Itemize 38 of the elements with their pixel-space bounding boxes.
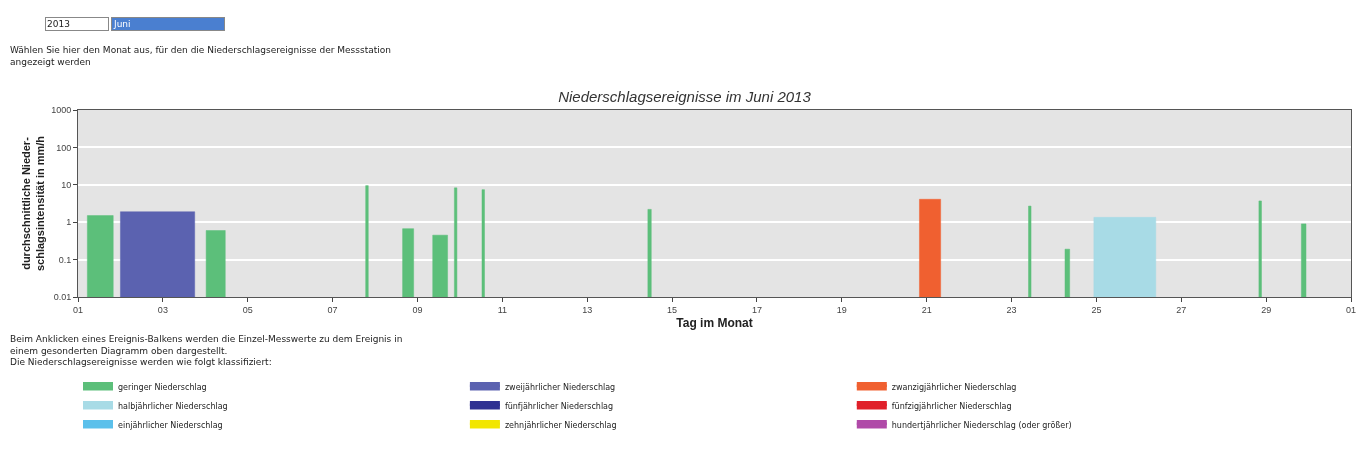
x-tick-label: 03	[157, 304, 168, 315]
x-tick-label: 19	[836, 304, 847, 315]
text: Beim Anklicken eines Ereignis-Balkens werden die Einzel-Messwerte zu dem Ereignis in einem gesonderten Diagramm oben dargestellt. Die Niederschlagsereignisse werden wie folgt klassifiziert:	[10, 334, 403, 368]
x-tick-label: 15	[667, 304, 678, 315]
x-tick-label: 17	[751, 304, 762, 315]
y-tick-label: 10	[61, 179, 72, 190]
legend-label: einjährlicher Niederschlag	[118, 420, 223, 430]
x-tick-label: 29	[1261, 304, 1272, 315]
text: 2013	[47, 19, 70, 29]
y-tick-label: 0.1	[58, 254, 72, 265]
legend-label: zwanzigjährlicher Niederschlag	[891, 382, 1017, 392]
text: Juni	[113, 19, 131, 29]
x-tick-label: 01	[1345, 304, 1357, 315]
legend-label: hundertjährlicher Niederschlag (oder größer)	[891, 420, 1072, 430]
y-tick-label: 1000	[51, 105, 72, 116]
x-tick-label: 05	[242, 304, 253, 315]
x-tick-label: 21	[921, 304, 932, 315]
x-tick-label: 23	[1006, 304, 1017, 315]
y-tick-label: 100	[56, 142, 72, 153]
legend-label: zehnjährlicher Niederschlag	[504, 420, 617, 430]
x-tick-label: 11	[497, 304, 507, 315]
legend-label: halbjährlicher Niederschlag	[118, 401, 228, 411]
legend-label: geringer Niederschlag	[118, 382, 207, 392]
y-tick-label: 0.01	[53, 292, 72, 303]
x-tick-label: 13	[582, 304, 593, 315]
chart-title: Niederschlagsereignisse im Juni 2013	[558, 88, 812, 106]
text: Wählen Sie hier den Monat aus, für den die Niederschlagsereignisse der Messstation angezeigt werden	[10, 45, 391, 67]
x-tick-label: 25	[1091, 304, 1102, 315]
x-axis-title: Tag im Monat	[676, 315, 753, 330]
x-tick-label: 01	[72, 304, 84, 315]
x-tick-label: 27	[1176, 304, 1187, 315]
y-tick-label: 1	[66, 217, 72, 228]
legend-label: fünfzigjährlicher Niederschlag	[891, 401, 1012, 411]
x-tick-label: 09	[412, 304, 423, 315]
x-tick-label: 07	[327, 304, 338, 315]
legend-label: zweijährlicher Niederschlag	[504, 382, 616, 392]
legend-label: fünfjährlicher Niederschlag	[504, 401, 614, 411]
y-axis-title: durchschnittliche Nieder- schlagsintensität in mm/h	[19, 135, 46, 272]
